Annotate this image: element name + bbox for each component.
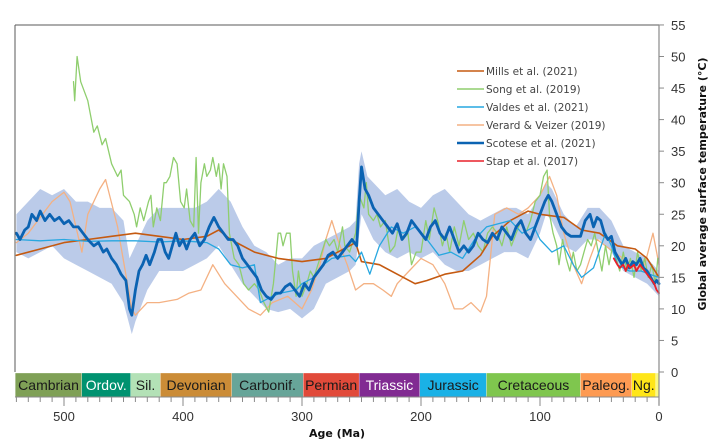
x-axis-title: Age (Ma) bbox=[309, 427, 365, 440]
period-label: Jurassic bbox=[427, 377, 478, 393]
x-tick-label: 0 bbox=[655, 409, 662, 424]
series-line bbox=[14, 165, 661, 317]
legend-item: Scotese et al. (2021) bbox=[457, 138, 596, 150]
series-valdes-et-al-2021 bbox=[15, 219, 660, 304]
legend-label: Valdes et al. (2021) bbox=[486, 102, 589, 114]
series-mills-et-al-2021 bbox=[15, 210, 660, 285]
series-layer bbox=[14, 55, 661, 317]
period-permian: Permian bbox=[303, 372, 360, 398]
legend-item: Verard & Veizer (2019) bbox=[457, 120, 606, 132]
period-box bbox=[580, 372, 632, 398]
y-tick-label: 15 bbox=[671, 270, 685, 285]
period-ordov: Ordov. bbox=[81, 372, 131, 398]
period-triassic: Triassic bbox=[358, 372, 420, 398]
legend-label: Stap et al. (2017) bbox=[486, 156, 578, 168]
period-box bbox=[631, 372, 657, 398]
period-box bbox=[419, 372, 487, 398]
y-tick-label: 30 bbox=[671, 176, 685, 191]
legend-item: Valdes et al. (2021) bbox=[457, 102, 589, 114]
legend-label: Scotese et al. (2021) bbox=[486, 138, 596, 150]
period-cretaceous: Cretaceous bbox=[486, 372, 581, 398]
period-cambrian: Cambrian bbox=[15, 372, 82, 398]
y-axis: 0 5 10 15 20 25 30 35 40 45 50 55 bbox=[658, 18, 685, 405]
legend-label: Song et al. (2019) bbox=[486, 84, 581, 96]
x-tick-label: 400 bbox=[172, 409, 194, 424]
series-line bbox=[612, 257, 660, 295]
period-jurassic: Jurassic bbox=[419, 372, 487, 398]
uncertainty-band-layer bbox=[16, 151, 659, 335]
period-box bbox=[486, 372, 581, 398]
series-line bbox=[15, 210, 660, 285]
y-tick-label: 5 bbox=[671, 333, 678, 348]
x-tick-label: 200 bbox=[410, 409, 432, 424]
period-label: Permian bbox=[305, 377, 357, 393]
legend-item: Song et al. (2019) bbox=[457, 84, 581, 96]
period-box bbox=[160, 372, 232, 398]
period-box bbox=[358, 372, 420, 398]
y-tick-label: 50 bbox=[671, 50, 685, 65]
y-axis-title: Global average surface temperature (°C) bbox=[696, 58, 709, 311]
legend-item: Mills et al. (2021) bbox=[457, 66, 577, 78]
x-tick-label: 100 bbox=[529, 409, 551, 424]
y-tick-label: 55 bbox=[671, 18, 685, 33]
period-label: Ordov. bbox=[86, 377, 127, 393]
period-sil: Sil. bbox=[130, 372, 161, 398]
y-tick-label: 45 bbox=[671, 81, 685, 96]
period-box bbox=[15, 372, 82, 398]
period-label: Triassic bbox=[366, 377, 414, 393]
series-line bbox=[15, 219, 660, 304]
x-tick-label: 500 bbox=[53, 409, 75, 424]
period-label: Ng. bbox=[633, 377, 655, 393]
y-tick-label: 0 bbox=[671, 365, 678, 380]
x-axis: 500 400 300 200 100 0 bbox=[15, 396, 663, 424]
period-label: Carbonif. bbox=[239, 377, 296, 393]
period-devonian: Devonian bbox=[160, 372, 232, 398]
y-tick-label: 25 bbox=[671, 207, 685, 222]
uncertainty-band bbox=[16, 151, 659, 335]
legend: Mills et al. (2021) Song et al. (2019) Val… bbox=[457, 66, 606, 168]
period-box bbox=[81, 372, 131, 398]
period-carbonif: Carbonif. bbox=[231, 372, 304, 398]
period-box bbox=[130, 372, 161, 398]
period-box bbox=[231, 372, 304, 398]
period-label: Cambrian bbox=[18, 377, 79, 393]
frame-layer bbox=[14, 24, 659, 372]
y-tick-label: 10 bbox=[671, 302, 685, 317]
period-label: Cretaceous bbox=[498, 377, 570, 393]
y-tick-label: 20 bbox=[671, 239, 685, 254]
period-label: Paleog. bbox=[582, 377, 629, 393]
legend-label: Verard & Veizer (2019) bbox=[486, 120, 606, 132]
period-label: Sil. bbox=[136, 377, 155, 393]
y-tick-label: 40 bbox=[671, 113, 685, 128]
period-ng: Ng. bbox=[631, 372, 657, 398]
period-paleog: Paleog. bbox=[580, 372, 632, 398]
series-scotese-et-al-2021 bbox=[14, 165, 661, 317]
series-stap-et-al-2017 bbox=[612, 257, 660, 295]
legend-item: Stap et al. (2017) bbox=[457, 156, 578, 168]
y-tick-label: 35 bbox=[671, 144, 685, 159]
period-label: Devonian bbox=[167, 377, 226, 393]
legend-label: Mills et al. (2021) bbox=[486, 66, 577, 78]
x-tick-label: 300 bbox=[291, 409, 313, 424]
period-bar: Cambrian Ordov. Sil. Devonian Carbonif. Permi… bbox=[15, 372, 660, 398]
